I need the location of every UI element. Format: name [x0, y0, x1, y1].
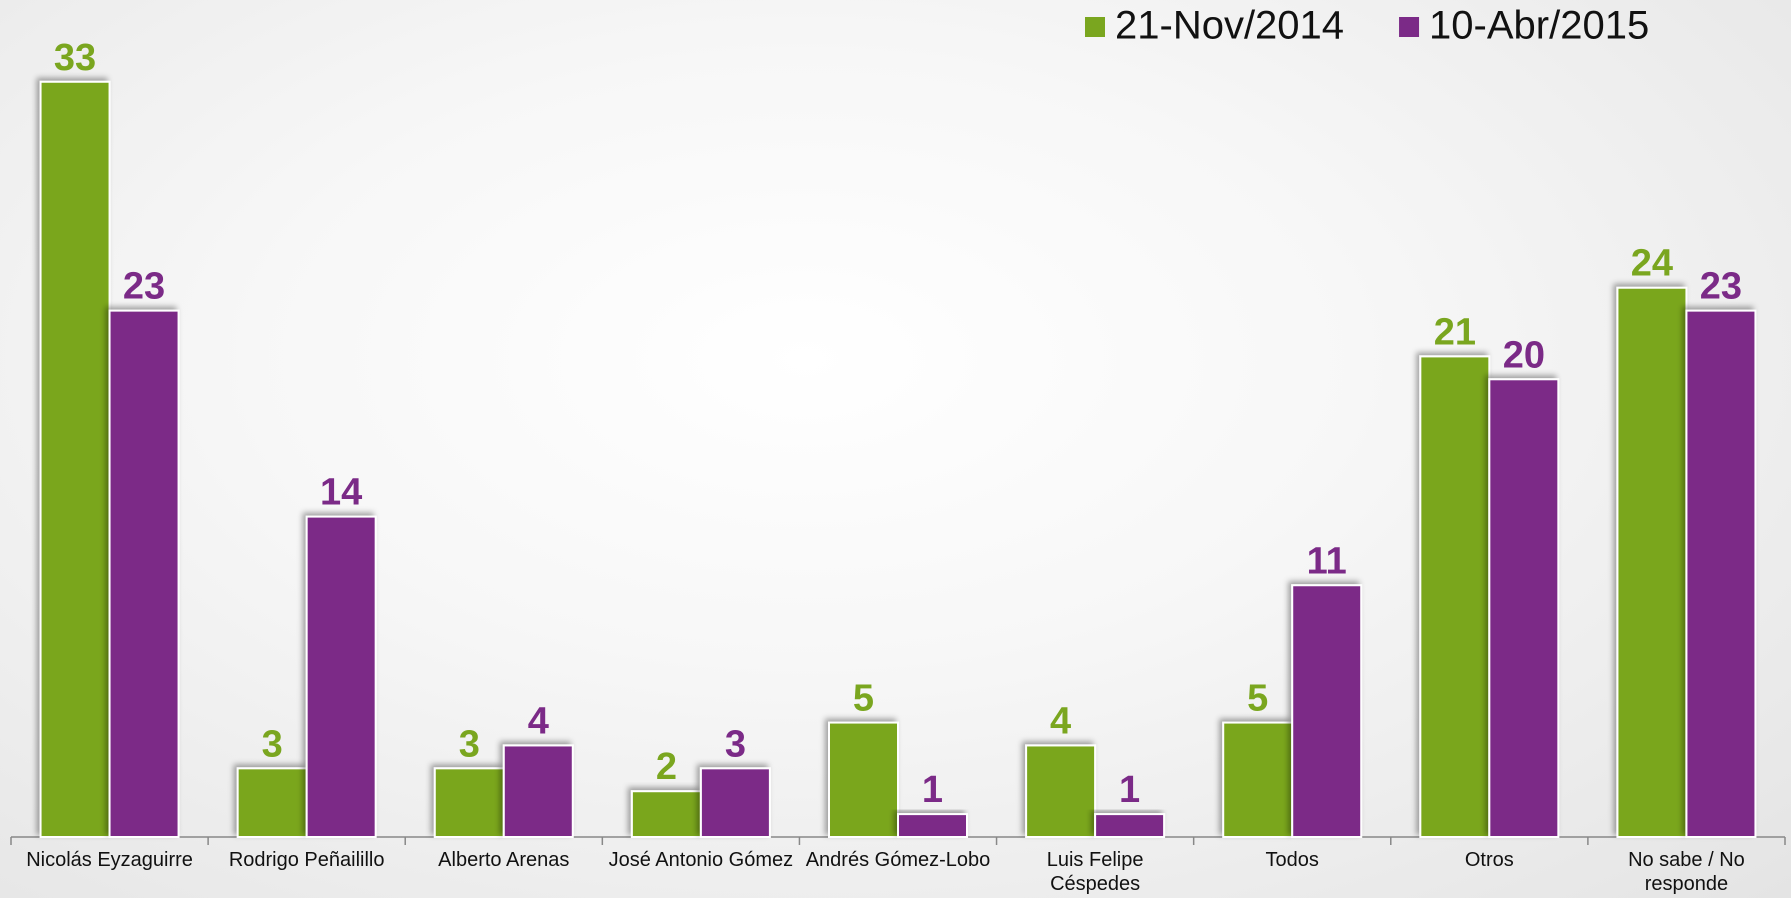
bar	[1025, 744, 1097, 839]
bar	[1291, 584, 1363, 838]
x-tick-label: Nicolás Eyzaguirre	[26, 849, 193, 871]
bar	[1222, 721, 1294, 838]
value-label: 3	[725, 723, 746, 765]
bar	[39, 80, 111, 839]
x-tick-label: José Antonio Gómez	[608, 849, 794, 871]
legend-swatch	[1399, 17, 1420, 37]
bar	[897, 813, 968, 838]
value-label: 23	[123, 266, 165, 308]
bar	[1685, 309, 1757, 838]
value-label: 20	[1503, 334, 1545, 376]
bar	[433, 767, 505, 838]
value-label: 4	[528, 700, 549, 742]
value-label: 5	[1247, 678, 1268, 720]
value-label: 1	[1119, 769, 1140, 811]
x-tick-label: Rodrigo Peñailillo	[228, 849, 385, 871]
legend-label: 10-Abr/2015	[1429, 4, 1649, 48]
bar	[1094, 813, 1166, 838]
x-tick-label: Otros	[1464, 849, 1514, 871]
x-tick-label: Todos	[1265, 849, 1319, 871]
legend-swatch	[1085, 17, 1105, 37]
value-label: 2	[656, 746, 677, 788]
x-tick-label: Alberto Arenas	[438, 849, 570, 871]
bar	[236, 767, 308, 838]
bar	[828, 721, 899, 838]
bar	[630, 790, 702, 839]
x-tick-label: Luis Felipe Céspedes	[1046, 849, 1144, 895]
value-label: 33	[54, 37, 96, 79]
value-label: 5	[853, 678, 874, 720]
bar	[699, 767, 771, 838]
value-label: 4	[1050, 700, 1071, 742]
value-label: 11	[1307, 540, 1347, 582]
value-label: 24	[1631, 243, 1673, 285]
x-tick-label: Andrés Gómez-Lobo	[805, 849, 991, 871]
x-tick-label: No sabe / No responde	[1628, 849, 1745, 895]
value-label: 3	[262, 723, 283, 765]
value-label: 14	[320, 472, 362, 514]
bar	[1616, 286, 1688, 838]
bar	[1419, 355, 1491, 838]
value-label: 3	[459, 723, 480, 765]
bar	[1488, 378, 1560, 838]
value-label: 21	[1434, 311, 1476, 353]
bar	[305, 515, 377, 838]
legend-label: 21-Nov/2014	[1115, 4, 1344, 48]
value-label: 1	[922, 769, 943, 811]
bar	[108, 309, 180, 838]
bar	[502, 744, 574, 839]
value-label: 23	[1700, 266, 1742, 308]
